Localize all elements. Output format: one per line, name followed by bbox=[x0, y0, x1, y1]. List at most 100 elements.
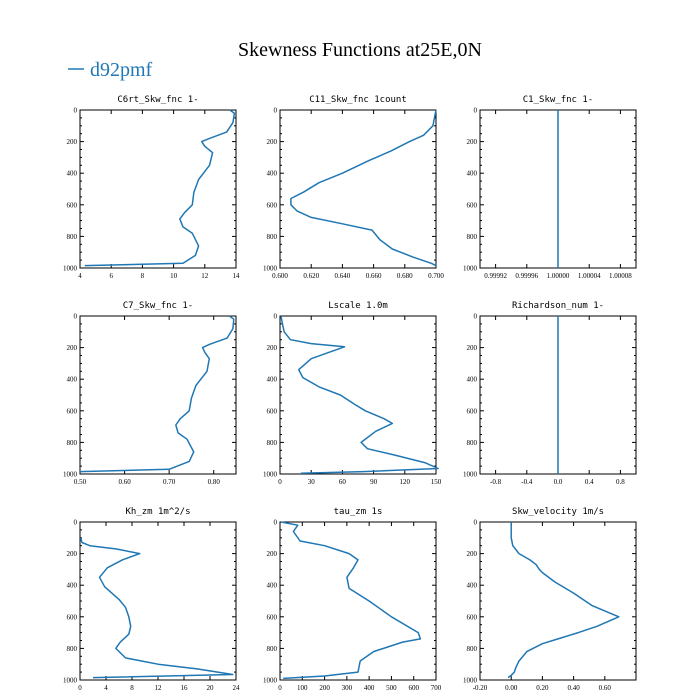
panel-4: C7_Skw_fnc 1- 0.50 0.60 0.70 0.80 0 200 400 600 8… bbox=[63, 301, 237, 486]
x-tick-label: 60 bbox=[339, 478, 347, 486]
y-tick-label: 0 bbox=[474, 519, 478, 527]
x-tick-label: 0.60 bbox=[118, 478, 131, 486]
x-tick-label: 0 bbox=[78, 684, 82, 692]
plot-frame bbox=[79, 109, 237, 269]
x-tick-label: -0.4 bbox=[521, 478, 533, 486]
y-tick-label: 1000 bbox=[463, 471, 478, 479]
plot-frame bbox=[79, 315, 237, 475]
y-tick-label: 1000 bbox=[63, 265, 78, 273]
x-tick-label: 90 bbox=[370, 478, 378, 486]
series-line-d92pmf bbox=[84, 109, 236, 267]
y-tick-label: 400 bbox=[67, 376, 78, 384]
y-tick-label: 800 bbox=[267, 439, 278, 447]
y-tick-label: 600 bbox=[467, 407, 478, 415]
x-tick-label: 0.50 bbox=[74, 478, 87, 486]
series-line-d92pmf bbox=[290, 109, 437, 267]
y-tick-label: 0 bbox=[274, 313, 278, 321]
panel-title: C11_Skw_fnc 1count bbox=[309, 95, 407, 105]
y-tick-label: 600 bbox=[467, 201, 478, 209]
legend-label: d92pmf bbox=[90, 59, 153, 81]
x-tick-label: 12 bbox=[155, 684, 163, 692]
y-tick-label: 0 bbox=[274, 519, 278, 527]
y-tick-label: 600 bbox=[467, 613, 478, 621]
x-tick-label: 200 bbox=[319, 684, 330, 692]
y-tick-label: 1000 bbox=[63, 677, 78, 685]
x-tick-label: 8 bbox=[141, 272, 145, 280]
x-tick-label: 0.4 bbox=[585, 478, 594, 486]
x-tick-label: 0 bbox=[278, 684, 282, 692]
x-tick-label: 300 bbox=[342, 684, 353, 692]
panel-title: Lscale 1.0m bbox=[328, 301, 388, 311]
x-tick-label: 0.620 bbox=[303, 272, 319, 280]
y-tick-label: 400 bbox=[267, 170, 278, 178]
panel-title: C6rt_Skw_fnc 1- bbox=[117, 95, 198, 105]
x-tick-label: 500 bbox=[386, 684, 397, 692]
x-tick-label: 16 bbox=[181, 684, 189, 692]
y-tick-label: 1000 bbox=[463, 265, 478, 273]
y-tick-label: 200 bbox=[267, 344, 278, 352]
y-tick-label: 400 bbox=[267, 376, 278, 384]
panel-6: Richardson_num 1- -0.8 -0.4 0.0 0.4 0.8 0 200 40… bbox=[463, 301, 637, 486]
x-tick-label: 4 bbox=[104, 684, 108, 692]
x-tick-label: 0.99992 bbox=[484, 272, 507, 280]
panel-5: Lscale 1.0m 0 30 60 90 120 150 0 200 400 600 800 100… bbox=[263, 301, 442, 486]
plot-frame bbox=[279, 315, 437, 475]
y-tick-label: 800 bbox=[467, 233, 478, 241]
y-tick-label: 800 bbox=[67, 645, 78, 653]
x-tick-label: 100 bbox=[297, 684, 308, 692]
x-tick-label: 1.00000 bbox=[547, 272, 570, 280]
x-tick-label: 0.700 bbox=[428, 272, 444, 280]
panel-3: C1_Skw_fnc 1- 0.99992 0.99996 1.00000 1.0000… bbox=[463, 95, 637, 280]
y-tick-label: 0 bbox=[274, 107, 278, 115]
x-tick-label: 0.0 bbox=[554, 478, 563, 486]
x-tick-label: 0.640 bbox=[335, 272, 351, 280]
x-tick-label: 1.00004 bbox=[578, 272, 601, 280]
y-tick-label: 200 bbox=[67, 138, 78, 146]
y-tick-label: 400 bbox=[67, 582, 78, 590]
y-tick-label: 1000 bbox=[263, 677, 278, 685]
x-tick-label: 8 bbox=[130, 684, 134, 692]
plot-frame bbox=[479, 521, 637, 681]
x-tick-label: 20 bbox=[207, 684, 215, 692]
y-tick-label: 1000 bbox=[463, 677, 478, 685]
panel-7: Kh_zm 1m^2/s 0 4 8 12 16 20 24 0 200 400 600 800 1000 bbox=[63, 507, 240, 692]
y-tick-label: 800 bbox=[467, 439, 478, 447]
panel-title: C7_Skw_fnc 1- bbox=[123, 301, 193, 311]
x-tick-label: 14 bbox=[233, 272, 241, 280]
y-tick-label: 400 bbox=[467, 170, 478, 178]
panel-9: Skw_velocity 1m/s -0.20 0.00 0.20 0.40 0.60 0 2… bbox=[463, 507, 637, 692]
y-tick-label: 1000 bbox=[263, 471, 278, 479]
panels: C6rt_Skw_fnc 1-4 6 8 10 12 140200400600800100… bbox=[63, 95, 637, 692]
y-tick-label: 800 bbox=[67, 439, 78, 447]
y-tick-label: 600 bbox=[67, 407, 78, 415]
y-tick-label: 200 bbox=[67, 550, 78, 558]
x-tick-label: 120 bbox=[400, 478, 411, 486]
panel-title: Kh_zm 1m^2/s bbox=[125, 507, 190, 517]
x-tick-label: 0.80 bbox=[208, 478, 221, 486]
x-tick-label: 1.00008 bbox=[609, 272, 632, 280]
x-tick-label: 0 bbox=[278, 478, 282, 486]
y-tick-label: 200 bbox=[467, 138, 478, 146]
y-tick-label: 400 bbox=[467, 582, 478, 590]
y-tick-label: 600 bbox=[267, 613, 278, 621]
x-tick-label: 6 bbox=[109, 272, 113, 280]
y-tick-label: 800 bbox=[267, 645, 278, 653]
x-tick-label: 0.00 bbox=[505, 684, 518, 692]
x-tick-label: 0.8 bbox=[616, 478, 625, 486]
y-tick-label: 200 bbox=[467, 344, 478, 352]
x-tick-label: 150 bbox=[431, 478, 442, 486]
x-tick-label: 0.20 bbox=[536, 684, 549, 692]
plot-frame bbox=[79, 521, 237, 681]
x-tick-label: 0.600 bbox=[272, 272, 288, 280]
x-tick-label: 600 bbox=[408, 684, 419, 692]
plot-frame bbox=[279, 109, 437, 269]
x-tick-label: 0.660 bbox=[366, 272, 382, 280]
y-tick-label: 200 bbox=[267, 138, 278, 146]
series-line-d92pmf bbox=[79, 537, 234, 679]
x-tick-label: 0.99996 bbox=[515, 272, 538, 280]
y-tick-label: 600 bbox=[267, 407, 278, 415]
x-tick-label: 700 bbox=[431, 684, 442, 692]
y-tick-label: 200 bbox=[67, 344, 78, 352]
y-tick-label: 0 bbox=[74, 519, 78, 527]
